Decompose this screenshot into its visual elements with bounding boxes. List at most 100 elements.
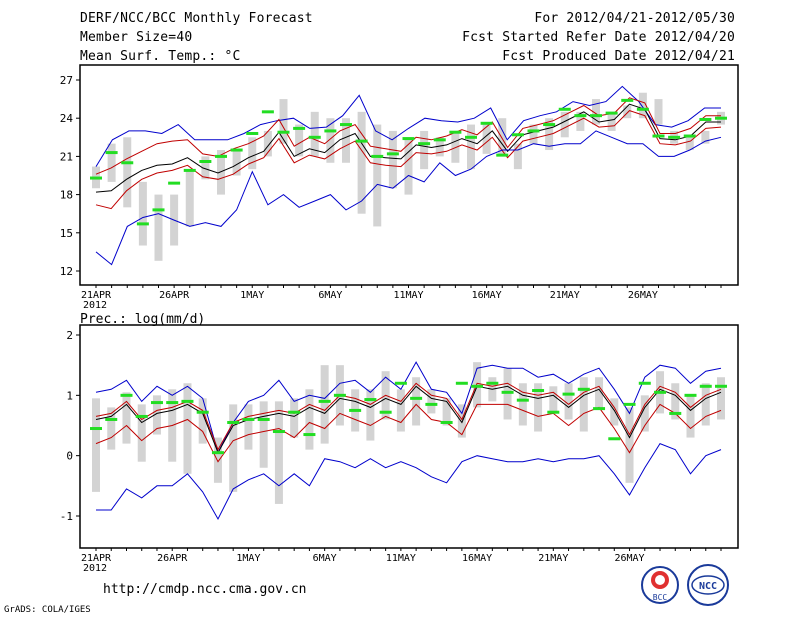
precipitation-ensemble-bar [595, 377, 604, 408]
ncc-logo-label: NCC [699, 581, 717, 592]
temperature-lower-line [95, 110, 722, 210]
grads-credit: GrADS: COLA/IGES [4, 605, 91, 615]
precipitation-ensemble-bar [442, 398, 451, 426]
temperature-xtick-label: 26MAY [628, 290, 658, 301]
source-url[interactable]: http://cmdp.ncc.cma.gov.cn [103, 582, 307, 597]
precipitation-xtick-label: 1MAY [236, 553, 260, 564]
temperature-mean-line [95, 103, 721, 193]
precipitation-xtick-label: 26APR [157, 553, 188, 564]
temperature-ensemble-bar [279, 99, 288, 144]
precipitation-ensemble-bar [473, 362, 482, 408]
precipitation-ensemble-bar [640, 395, 649, 432]
precipitation-ensemble-bar [320, 365, 329, 444]
precipitation-ensemble-bar [396, 389, 405, 432]
ncc-logo-orbit [691, 575, 725, 595]
precipitation-xtick-label: 21APR [81, 553, 112, 564]
bcc-logo-emblem-inner [655, 575, 665, 585]
temperature-ensemble-bar [232, 150, 241, 176]
precipitation-ensemble-bar [579, 377, 588, 432]
precipitation-ensemble-bar [549, 386, 558, 414]
temperature-ensemble-bar [638, 92, 647, 119]
precipitation-ytick-label: 1 [66, 389, 73, 402]
temperature-ensemble-bar [263, 130, 272, 157]
precipitation-ensemble-bar [122, 392, 131, 444]
temperature-ensemble-bar [592, 99, 600, 125]
precipitation-xtick-label: 6MAY [313, 553, 337, 564]
precipitation-ensemble-bar [518, 383, 527, 426]
temperature-ensemble-bar [373, 124, 382, 227]
temperature-xtick-label: 1MAY [240, 290, 264, 301]
precipitation-ensemble-bar [305, 389, 314, 450]
temperature-ensemble-bar [701, 130, 710, 144]
forecast-produced-date: Fcst Produced Date 2012/04/21 [502, 49, 735, 64]
temperature-xtick-label: 11MAY [393, 290, 423, 301]
temperature-ytick-label: 12 [60, 265, 73, 278]
precipitation-xtick-label: 26MAY [614, 553, 644, 564]
temperature-ensemble-bar [482, 124, 491, 154]
precipitation-ensemble-bar [213, 437, 222, 483]
temperature-ensemble-bar [217, 150, 225, 195]
precipitation-ensemble-bar [717, 377, 725, 420]
precipitation-ensemble-bar [412, 377, 421, 426]
temperature-ensemble-bar [326, 118, 335, 163]
precipitation-ensemble-bar [244, 404, 253, 450]
precipitation-ensemble-bar [457, 404, 466, 438]
temperature-ensemble-bar [654, 99, 663, 125]
temperature-ensemble-bar [138, 181, 147, 246]
temperature-ytick-label: 21 [60, 150, 73, 163]
precipitation-ensemble-bar [503, 368, 512, 420]
temperature-ensemble-bar [154, 194, 163, 261]
temperature-ensemble-bar [248, 137, 257, 170]
temperature-xtick-label: 21MAY [550, 290, 580, 301]
temperature-ensemble-bar [498, 118, 507, 157]
precipitation-max-line [95, 361, 722, 454]
temperature-xtick-label: 16MAY [472, 290, 502, 301]
chart-title: DERF/NCC/BCC Monthly Forecast [80, 11, 313, 26]
temperature-ensemble-bar [295, 124, 304, 157]
precipitation-ensemble-bar [137, 404, 146, 462]
temperature-panel: 12 15 18 21 24 27 21APR 26APR 1MAY 6MAY 11MAY 16MAY… [60, 64, 739, 311]
precipitation-ensemble-bar [610, 398, 619, 426]
precipitation-ensemble-bar [671, 383, 680, 420]
precipitation-ensemble-bar [259, 401, 268, 468]
temperature-ytick-label: 18 [60, 189, 73, 202]
precipitation-ensemble-bar [366, 389, 375, 441]
temperature-year-label: 2012 [83, 300, 107, 311]
temperature-ytick-label: 24 [60, 112, 74, 125]
temperature-ensemble-bar [388, 130, 397, 189]
precipitation-min-line [96, 442, 722, 521]
temperature-xtick-label: 21APR [81, 290, 112, 301]
temperature-ensemble-bar [357, 111, 366, 214]
precipitation-ytick-label: 2 [66, 329, 73, 342]
precipitation-ytick-label: -1 [60, 510, 73, 523]
temperature-ensemble-bar [607, 111, 616, 131]
temperature-ensemble-bar [685, 137, 694, 151]
temperature-ensemble-bar [185, 169, 194, 227]
ncc-logo [687, 564, 729, 606]
logos [641, 564, 729, 606]
bcc-logo-label: BCC [653, 593, 668, 602]
temperature-ensemble-bar [404, 137, 413, 195]
temperature-max-line [95, 85, 721, 167]
precipitation-ensemble-bar [107, 407, 116, 450]
precipitation-upper-line [95, 382, 722, 451]
precipitation-ensemble-bar [701, 383, 710, 426]
temperature-min-line [95, 130, 722, 266]
precipitation-plot-frame [79, 324, 739, 549]
temperature-ensemble-bar [201, 156, 210, 180]
temperature-ensemble-bar [529, 124, 538, 144]
precipitation-year-label: 2012 [83, 563, 107, 574]
precipitation-title: Prec.: log(mm/d) [80, 312, 205, 327]
forecast-period: For 2012/04/21-2012/05/30 [534, 11, 735, 26]
temperature-ensemble-bar [342, 118, 350, 163]
precipitation-ensemble-bar [274, 401, 283, 504]
temperature-ensemble-bar [513, 143, 522, 170]
precipitation-ensemble-bar [427, 389, 436, 414]
precipitation-xtick-label: 11MAY [386, 553, 416, 564]
precipitation-ensemble-bar [92, 398, 100, 492]
precipitation-ensemble-bar [183, 383, 192, 474]
precipitation-lower-line [95, 403, 722, 463]
precipitation-ytick-label: 0 [66, 450, 73, 463]
temperature-ytick-label: 27 [60, 74, 73, 87]
variable-label: Mean Surf. Temp.: °C [80, 49, 241, 64]
